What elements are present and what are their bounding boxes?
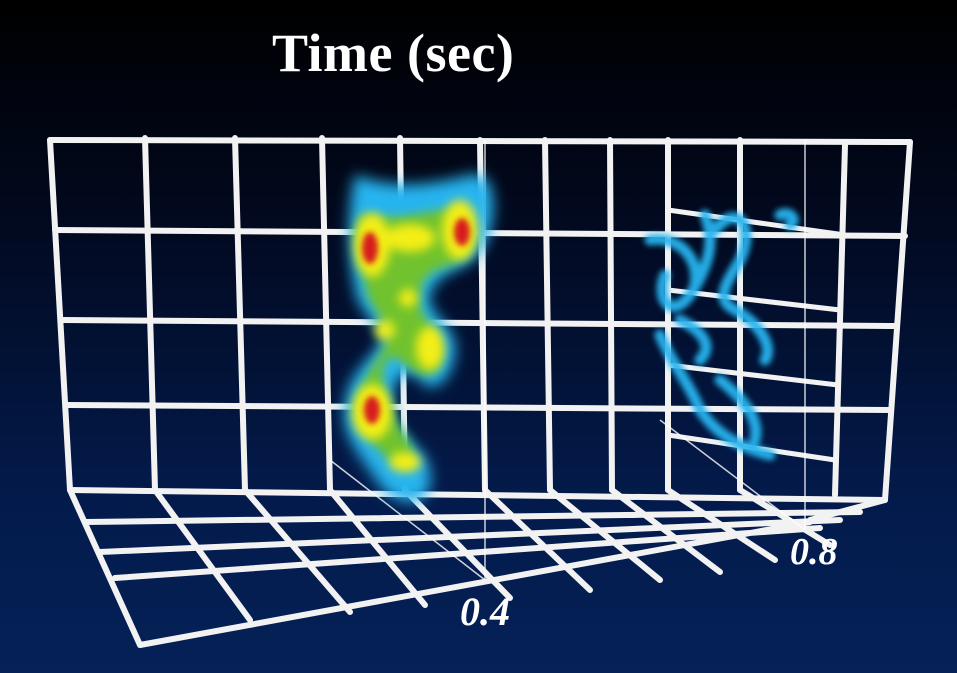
axis-title: Time (sec) [272, 23, 515, 83]
floor-grid [67, 487, 888, 648]
activity-blob-late [644, 208, 799, 461]
activity-blob-early [344, 174, 494, 502]
time-tick-label: 0.4 [460, 589, 510, 634]
time-tick-label: 0.8 [790, 531, 838, 573]
side-wall-grid [665, 207, 848, 463]
